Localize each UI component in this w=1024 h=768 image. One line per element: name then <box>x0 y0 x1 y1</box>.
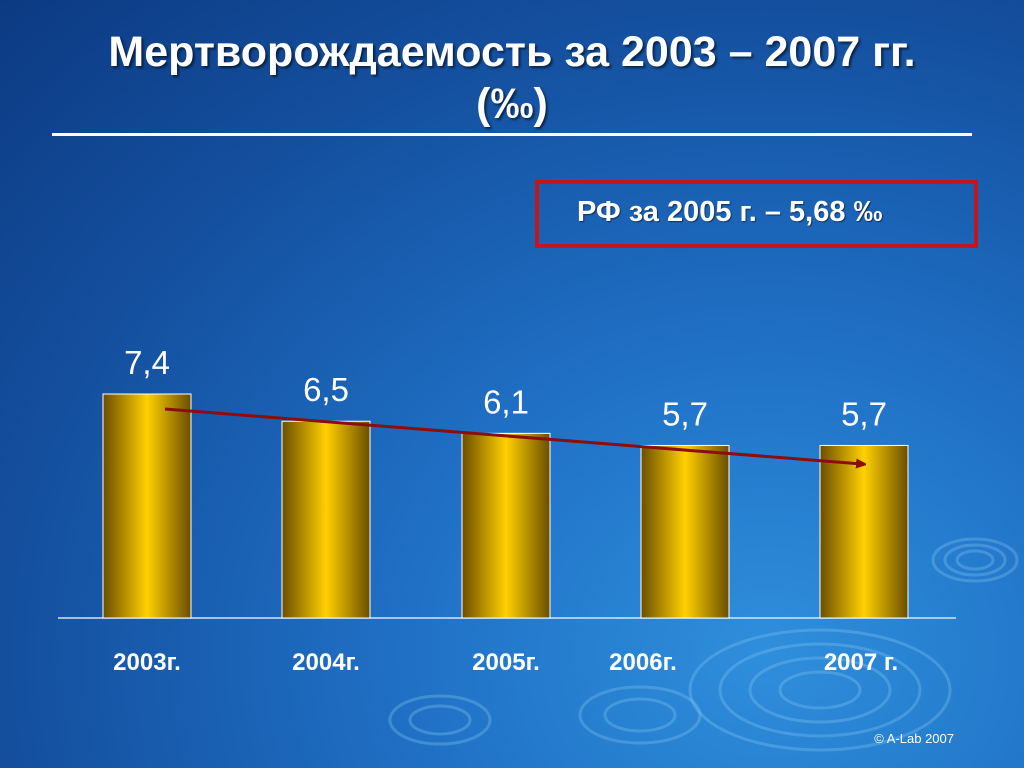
callout-box: РФ за 2005 г. – 5,68 ‰ <box>535 180 978 248</box>
value-label-5: 5,7 <box>841 395 887 432</box>
value-label-2: 6,5 <box>303 371 349 408</box>
title-divider <box>52 133 972 136</box>
value-label-4: 5,7 <box>662 395 708 432</box>
bar-1 <box>102 393 192 619</box>
value-label-1: 7,4 <box>124 344 170 381</box>
bar-3 <box>461 432 551 619</box>
bar-2 <box>281 420 371 619</box>
copyright-text: © A-Lab 2007 <box>874 731 954 746</box>
trend-arrow <box>164 407 862 464</box>
value-label-3: 6,1 <box>483 383 529 420</box>
title-line-1: Мертворождаемость за 2003 – 2007 гг. <box>108 28 916 76</box>
category-label-3: 2005г. <box>472 649 540 676</box>
category-label-5: 2007 г. <box>824 649 898 676</box>
category-label-2: 2004г. <box>292 649 360 676</box>
bar-4 <box>640 444 730 619</box>
category-label-1: 2003г. <box>113 649 181 676</box>
title-line-2: (‰) <box>476 80 548 128</box>
page-title: Мертворождаемость за 2003 – 2007 гг. (‰) <box>0 26 1024 130</box>
callout-text: РФ за 2005 г. – 5,68 ‰ <box>577 196 883 228</box>
bar-5 <box>819 444 909 619</box>
category-label-4: 2006г. <box>609 649 677 676</box>
